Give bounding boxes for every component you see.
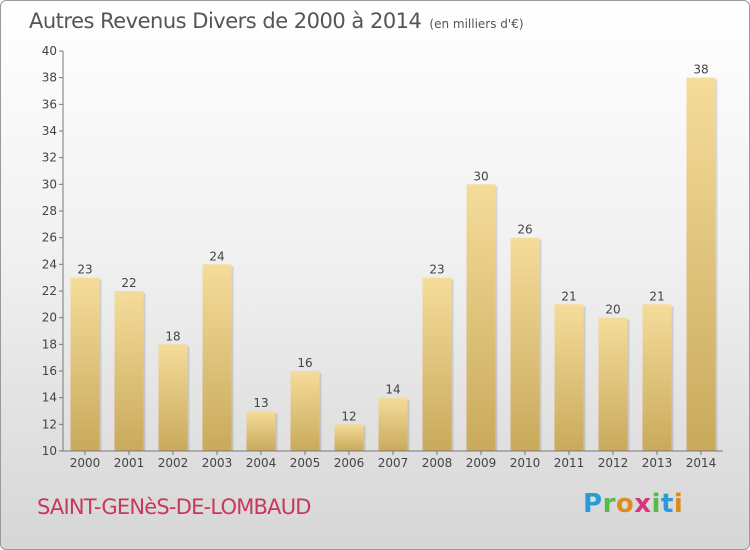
logo-letter: x xyxy=(634,489,652,519)
data-label: 22 xyxy=(121,276,136,290)
y-tick-label: 20 xyxy=(42,311,57,325)
proxiti-logo[interactable]: Proxiti xyxy=(583,489,683,519)
data-label: 18 xyxy=(165,329,180,343)
data-label: 30 xyxy=(473,169,488,183)
data-label: 14 xyxy=(385,383,400,397)
data-label: 12 xyxy=(341,409,356,423)
data-label: 13 xyxy=(253,396,268,410)
bar xyxy=(466,184,496,452)
y-tick-label: 28 xyxy=(42,204,57,218)
y-tick-label: 34 xyxy=(42,124,57,138)
bar xyxy=(114,291,144,451)
logo-letter: P xyxy=(583,489,603,519)
y-tick-label: 22 xyxy=(42,284,57,298)
logo-letter: i xyxy=(673,489,684,519)
y-tick-label: 24 xyxy=(42,257,57,271)
bar xyxy=(422,277,452,451)
x-tick-label: 2000 xyxy=(70,456,101,470)
x-axis: 2000 2001 2002 2003 2004 2005 2006 2007 2008 2009… xyxy=(63,450,723,470)
chart-title-text: Autres Revenus Divers de 2000 à 2014 xyxy=(29,9,422,33)
data-label: 26 xyxy=(517,223,532,237)
y-tick-label: 38 xyxy=(42,71,57,85)
bar xyxy=(598,317,628,451)
y-tick-label: 16 xyxy=(42,364,57,378)
bars-layer: 23 22 18 24 13 16 12 14 23 30 26 21 20 21 38 xyxy=(70,63,718,452)
logo-letter: t xyxy=(660,489,674,519)
x-tick-label: 2013 xyxy=(642,456,673,470)
data-label: 16 xyxy=(297,356,312,370)
data-label: 24 xyxy=(209,249,224,263)
y-tick-label: 32 xyxy=(42,151,57,165)
x-tick-label: 2007 xyxy=(378,456,409,470)
data-label: 23 xyxy=(77,263,92,277)
x-tick-label: 2014 xyxy=(686,456,717,470)
bar xyxy=(334,424,364,451)
logo-letter: r xyxy=(602,489,616,519)
y-tick-label: 40 xyxy=(42,44,57,58)
x-tick-label: 2012 xyxy=(598,456,629,470)
x-tick-label: 2009 xyxy=(466,456,497,470)
y-tick-label: 12 xyxy=(42,417,57,431)
x-tick-label: 2008 xyxy=(422,456,453,470)
commune-name: SAINT-GENèS-DE-LOMBAUD xyxy=(37,495,311,519)
bar xyxy=(510,237,540,451)
y-tick-label: 14 xyxy=(42,391,57,405)
data-label: 21 xyxy=(561,289,576,303)
bar xyxy=(554,304,584,451)
data-label: 21 xyxy=(649,289,664,303)
y-tick-label: 30 xyxy=(42,177,57,191)
x-tick-label: 2005 xyxy=(290,456,321,470)
x-tick-label: 2003 xyxy=(202,456,233,470)
x-tick-label: 2004 xyxy=(246,456,277,470)
chart-unit: (en milliers d'€) xyxy=(429,17,524,31)
bar xyxy=(158,344,188,451)
y-tick-label: 10 xyxy=(42,444,57,458)
y-axis: 10 12 14 16 18 20 22 24 26 28 30 32 34 36 38 40 xyxy=(42,44,64,458)
data-label: 38 xyxy=(693,63,708,77)
x-tick-label: 2001 xyxy=(114,456,145,470)
bar xyxy=(686,77,716,452)
logo-letter: i xyxy=(651,489,661,519)
bar xyxy=(202,264,232,451)
bar xyxy=(70,277,100,451)
y-tick-label: 18 xyxy=(42,337,57,351)
logo-letter: o xyxy=(615,489,635,519)
x-tick-label: 2002 xyxy=(158,456,189,470)
data-label: 20 xyxy=(605,303,620,317)
bar xyxy=(642,304,672,451)
x-tick-label: 2011 xyxy=(554,456,585,470)
y-tick-label: 36 xyxy=(42,97,57,111)
x-tick-label: 2010 xyxy=(510,456,541,470)
bar xyxy=(246,411,276,451)
y-tick-label: 26 xyxy=(42,231,57,245)
bar xyxy=(378,397,408,451)
chart-title: Autres Revenus Divers de 2000 à 2014 (en … xyxy=(29,9,524,33)
data-label: 23 xyxy=(429,263,444,277)
bar xyxy=(290,371,320,451)
x-tick-label: 2006 xyxy=(334,456,365,470)
